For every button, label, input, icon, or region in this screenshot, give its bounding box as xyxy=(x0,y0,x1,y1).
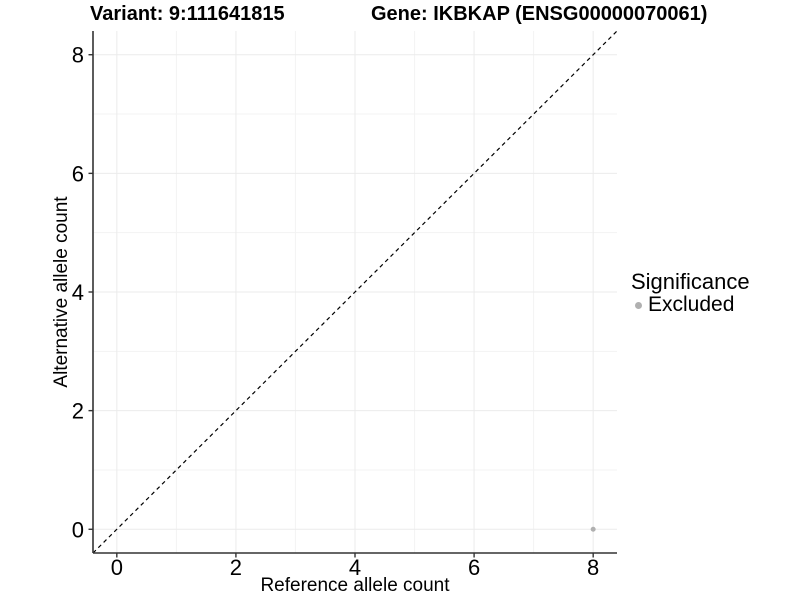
legend-title: Significance xyxy=(631,269,750,294)
legend-key-dot xyxy=(635,301,642,309)
x-tick-label-2: 2 xyxy=(230,555,242,580)
x-axis-title: Reference allele count xyxy=(260,575,450,596)
legend: Significance Excluded xyxy=(631,270,750,316)
y-tick-label-6: 6 xyxy=(72,161,84,186)
x-tick-label-0: 0 xyxy=(111,555,123,580)
y-tick-label-0: 0 xyxy=(72,517,84,542)
y-axis-title: Alternative allele count xyxy=(51,196,72,388)
identity-line xyxy=(92,30,618,554)
variant-title: Variant: 9:111641815 xyxy=(90,3,285,25)
x-tick-label-4: 4 xyxy=(349,555,361,580)
gene-title: Gene: IKBKAP (ENSG00000070061) xyxy=(371,3,708,25)
legend-item-excluded: Excluded xyxy=(631,294,750,316)
x-tick-label-8: 8 xyxy=(587,555,599,580)
data-point-excluded-0 xyxy=(590,526,596,532)
y-tick-label-8: 8 xyxy=(72,43,84,68)
plot-title: Variant: 9:111641815 Gene: IKBKAP (ENSG0… xyxy=(0,2,800,28)
x-tick-label-6: 6 xyxy=(468,555,480,580)
y-tick-label-2: 2 xyxy=(72,399,84,424)
legend-item-label: Excluded xyxy=(648,293,735,316)
y-tick-label-4: 4 xyxy=(72,280,84,305)
